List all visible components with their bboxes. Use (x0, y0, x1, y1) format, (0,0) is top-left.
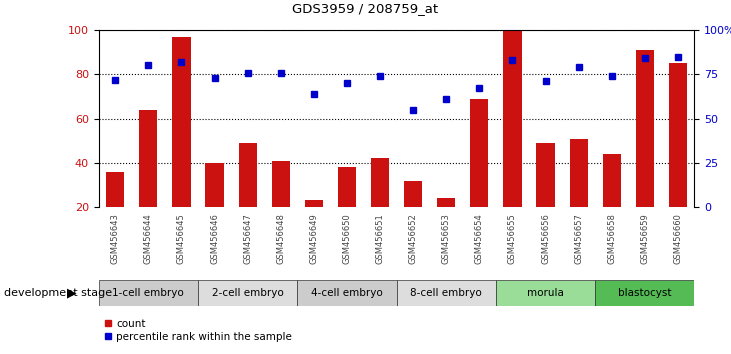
Bar (504, 30, 521, 207)
Text: GDS3959 / 208759_at: GDS3959 / 208759_at (292, 2, 439, 15)
Text: 2-cell embryo: 2-cell embryo (212, 288, 284, 298)
Bar (173, 37, 191, 207)
Bar (569, 138, 588, 207)
Bar (602, 154, 621, 207)
Bar (396, 280, 496, 306)
Bar (636, 50, 654, 207)
Text: blastocyst: blastocyst (618, 288, 672, 298)
Bar (404, 181, 423, 207)
Bar (496, 280, 595, 306)
Text: 4-cell embryo: 4-cell embryo (311, 288, 383, 298)
Bar (595, 280, 694, 306)
Bar (437, 198, 455, 207)
Bar (338, 167, 356, 207)
Bar (238, 143, 257, 207)
Text: morula: morula (527, 288, 564, 298)
Bar (272, 161, 289, 207)
Bar (669, 63, 687, 207)
Bar (139, 110, 157, 207)
Text: development stage: development stage (4, 288, 112, 298)
Bar (99, 280, 198, 306)
Bar (298, 280, 396, 306)
Bar (205, 163, 224, 207)
Text: ▶: ▶ (67, 286, 77, 299)
Bar (305, 200, 323, 207)
Bar (470, 99, 488, 207)
Bar (198, 280, 298, 306)
Text: 8-cell embryo: 8-cell embryo (410, 288, 482, 298)
Bar (537, 143, 555, 207)
Bar (371, 159, 389, 207)
Text: 1-cell embryo: 1-cell embryo (113, 288, 184, 298)
Legend: count, percentile rank within the sample: count, percentile rank within the sample (104, 319, 292, 342)
Bar (106, 172, 124, 207)
